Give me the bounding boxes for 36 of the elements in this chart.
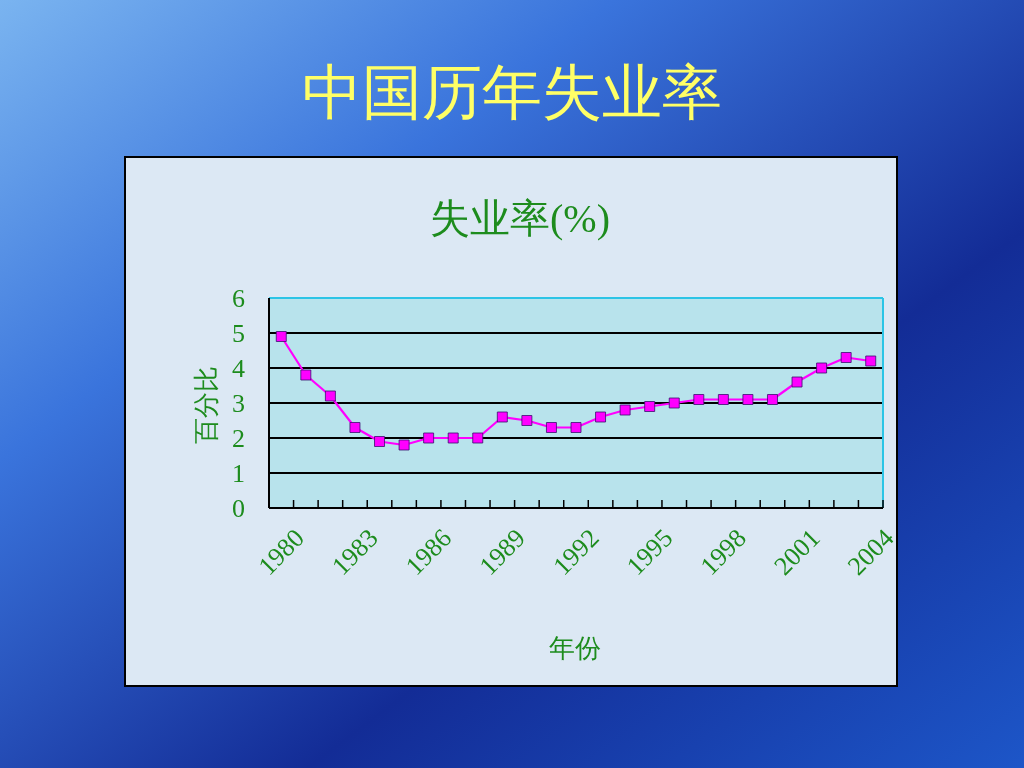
point: [325, 390, 336, 402]
x-axis-title: 年份: [549, 634, 601, 663]
point: [300, 369, 312, 381]
point: [496, 411, 508, 423]
y-tick-label: 0: [232, 494, 245, 523]
point: [767, 394, 778, 405]
chart-title: 中国历年失业率: [302, 60, 722, 126]
point: [275, 331, 287, 342]
point: [693, 394, 705, 405]
point: [791, 376, 803, 388]
point: [595, 411, 606, 423]
point: [742, 394, 754, 405]
point: [398, 439, 410, 451]
point: [349, 422, 361, 433]
point: [570, 422, 582, 433]
point: [840, 352, 852, 363]
y-tick-label: 6: [232, 284, 245, 313]
point: [619, 404, 631, 416]
point: [374, 436, 385, 447]
y-axis-title: 百分比: [192, 366, 221, 444]
point: [644, 401, 656, 412]
point: [423, 432, 435, 444]
point: [546, 422, 557, 433]
chart-subtitle: 失业率(%): [430, 196, 610, 241]
point: [717, 394, 729, 405]
point: [865, 355, 877, 367]
y-tick-label: 5: [232, 319, 245, 348]
y-tick-label: 2: [232, 424, 245, 453]
point: [816, 362, 827, 374]
point: [521, 415, 533, 426]
point: [447, 432, 459, 444]
y-tick-label: 1: [232, 459, 245, 488]
point: [668, 397, 680, 409]
point: [472, 432, 484, 444]
y-tick-label: 4: [232, 354, 245, 383]
y-tick-label: 3: [232, 389, 245, 418]
